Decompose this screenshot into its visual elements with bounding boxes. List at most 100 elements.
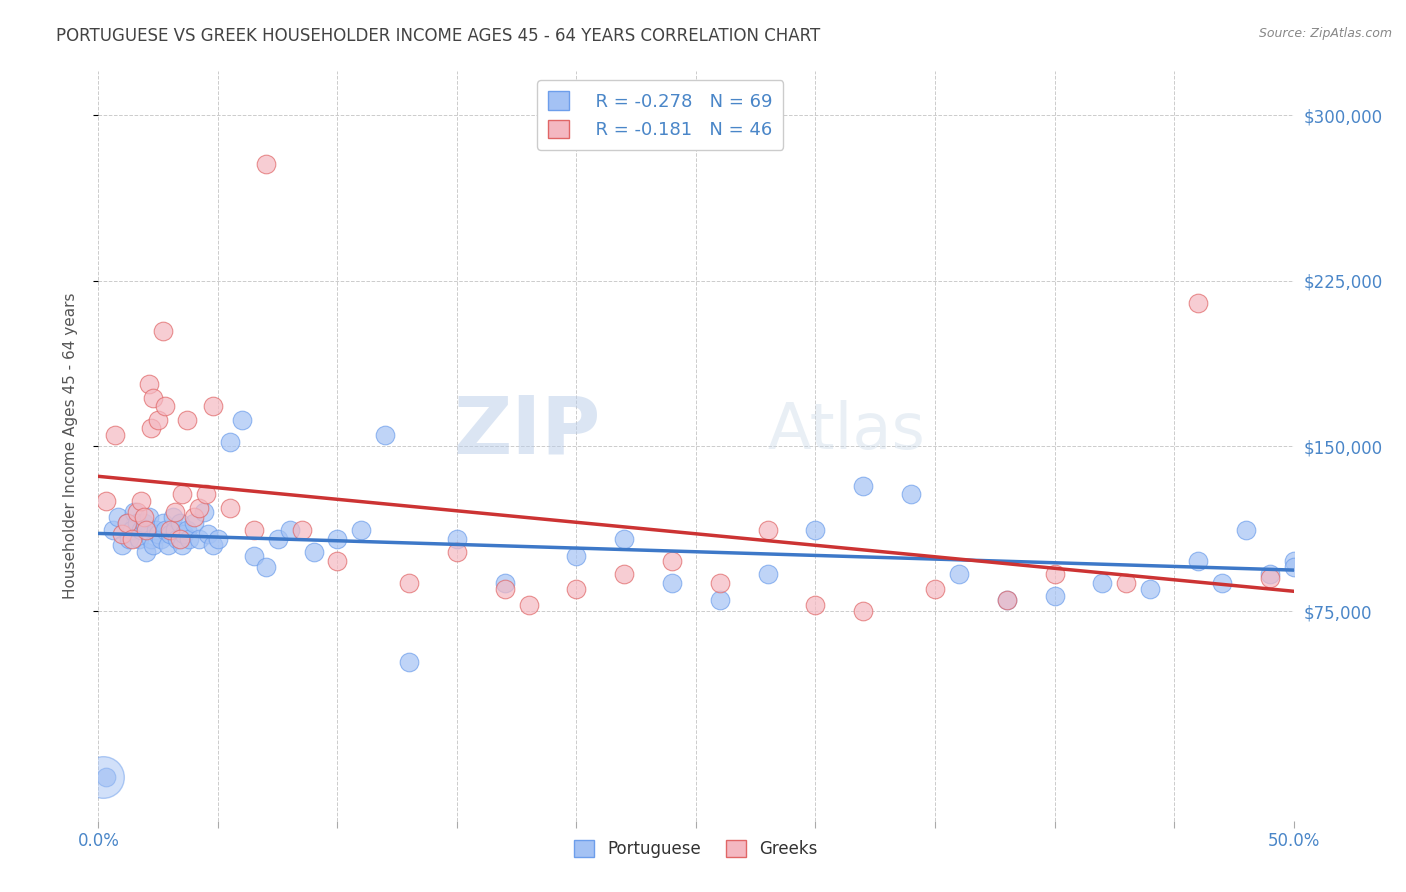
Point [142,538,165,552]
Point [148,527,170,541]
Point [152,516,174,530]
Text: Atlas: Atlas [768,400,925,462]
Point [852,478,875,492]
Point [125,505,148,519]
Point [111,538,134,552]
Point [326,553,349,567]
Point [135,545,157,559]
Point [135,523,157,537]
Point [398,655,420,669]
Point [995,593,1018,607]
Point [163,505,186,519]
Point [155,523,177,537]
Point [132,509,155,524]
Point [172,487,194,501]
Point [756,523,779,537]
Point [1187,553,1209,567]
Point [243,523,266,537]
Point [202,400,225,414]
Point [173,527,195,541]
Point [104,428,127,442]
Point [148,412,170,426]
Point [115,516,138,530]
Point [183,509,205,524]
Point [121,532,143,546]
Point [131,494,153,508]
Point [172,538,194,552]
Point [111,527,134,541]
Point [94,494,117,508]
Point [138,377,160,392]
Point [267,532,290,546]
Point [1282,553,1305,567]
Point [166,532,188,546]
Point [197,527,219,541]
Point [115,516,138,530]
Point [900,487,922,501]
Point [155,400,177,414]
Point [187,532,209,546]
Point [1091,575,1114,590]
Point [1115,575,1137,590]
Point [159,523,181,537]
Legend: Portuguese, Greeks: Portuguese, Greeks [568,833,824,864]
Point [1282,560,1305,574]
Point [219,434,242,449]
Point [202,538,225,552]
Point [193,505,215,519]
Point [613,532,636,546]
Text: ZIP: ZIP [453,392,600,470]
Point [94,770,117,784]
Point [446,545,468,559]
Point [1043,589,1066,603]
Point [176,523,198,537]
Point [139,532,162,546]
Point [446,532,468,546]
Text: PORTUGUESE VS GREEK HOUSEHOLDER INCOME AGES 45 - 64 YEARS CORRELATION CHART: PORTUGUESE VS GREEK HOUSEHOLDER INCOME A… [56,27,821,45]
Point [149,532,172,546]
Point [169,532,191,546]
Point [243,549,266,564]
Point [125,516,148,530]
Point [1187,295,1209,310]
Point [231,412,253,426]
Point [124,505,146,519]
Point [613,566,636,581]
Point [948,566,970,581]
Point [169,516,191,530]
Point [995,593,1018,607]
Text: Source: ZipAtlas.com: Source: ZipAtlas.com [1258,27,1392,40]
Point [101,523,124,537]
Point [152,325,174,339]
Point [138,509,160,524]
Point [398,575,420,590]
Point [176,412,198,426]
Point [156,538,179,552]
Point [107,509,129,524]
Point [661,575,683,590]
Point [326,532,349,546]
Point [302,545,325,559]
Point [179,532,201,546]
Point [924,582,946,597]
Point [187,500,209,515]
Point [804,523,827,537]
Point [1258,571,1281,585]
Point [91,770,114,784]
Point [1139,582,1161,597]
Point [494,582,516,597]
Point [118,532,141,546]
Point [1234,523,1257,537]
Point [132,516,155,530]
Point [291,523,314,537]
Point [1043,566,1066,581]
Point [278,523,301,537]
Point [565,582,588,597]
Point [804,598,827,612]
Point [254,157,277,171]
Point [128,532,150,546]
Y-axis label: Householder Income Ages 45 - 64 years: Householder Income Ages 45 - 64 years [63,293,77,599]
Point [254,560,277,574]
Point [565,549,588,564]
Point [374,428,396,442]
